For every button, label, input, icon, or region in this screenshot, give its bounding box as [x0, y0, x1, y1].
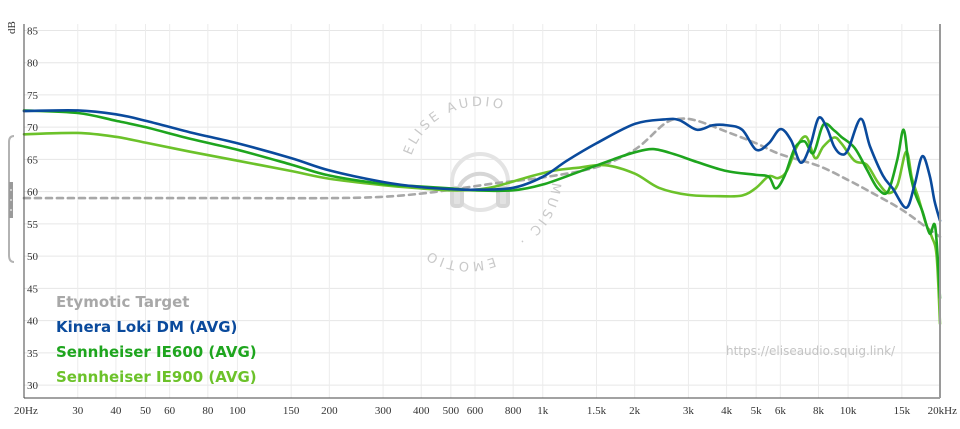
series-line-0: [22, 117, 942, 239]
y-tick-label-3: 45: [27, 283, 39, 295]
y-tick-label-5: 55: [27, 219, 39, 231]
legend-entry-3[interactable]: Sennheiser IE900 (AVG): [56, 368, 257, 386]
x-tick-label-18: 4k: [721, 405, 733, 417]
y-tick-label-0: 30: [27, 380, 39, 392]
x-tick-label-22: 10k: [840, 405, 857, 417]
watermark-text-bottom: EMOTIO: [422, 246, 494, 273]
x-tick-label-23: 15k: [894, 405, 911, 417]
y-tick-label-6: 60: [27, 187, 39, 199]
x-tick-label-3: 50: [140, 405, 152, 417]
x-tick-label-13: 800: [505, 405, 522, 417]
y-tick-label-10: 80: [27, 58, 39, 70]
x-tick-label-9: 300: [375, 405, 392, 417]
legend: Etymotic Target Kinera Loki DM (AVG) Sennh…: [56, 293, 257, 386]
x-tick-label-17: 3k: [683, 405, 695, 417]
x-tick-label-8: 200: [321, 405, 338, 417]
drag-handle-icon[interactable]: [8, 135, 15, 263]
x-tick-label-14: 1k: [537, 405, 549, 417]
x-tick-label-7: 150: [283, 405, 300, 417]
x-tick-label-0: 20Hz: [14, 405, 38, 417]
legend-entry-0[interactable]: Etymotic Target: [56, 293, 189, 311]
y-tick-label-11: 85: [27, 25, 39, 37]
axes: [23, 24, 941, 399]
series-line-1: [22, 108, 942, 222]
y-tick-label-9: 75: [27, 90, 39, 102]
series-line-2: [22, 109, 942, 300]
y-unit-label: dB: [6, 21, 18, 34]
legend-entry-1[interactable]: Kinera Loki DM (AVG): [56, 318, 237, 336]
y-tick-label-1: 35: [27, 348, 39, 360]
x-tick-label-19: 5k: [751, 405, 763, 417]
y-tick-label-8: 70: [27, 122, 39, 134]
x-tick-label-4: 60: [164, 405, 176, 417]
x-tick-label-6: 100: [229, 405, 246, 417]
x-tick-label-20: 6k: [775, 405, 787, 417]
x-tick-label-16: 2k: [629, 405, 641, 417]
curves: [22, 108, 942, 326]
svg-text:EMOTIO: EMOTIO: [422, 246, 497, 273]
y-tick-label-4: 50: [27, 251, 39, 263]
x-tick-label-21: 8k: [813, 405, 825, 417]
y-tick-label-7: 65: [27, 154, 39, 166]
grid-lines: [24, 24, 940, 398]
series-line-3: [22, 131, 942, 326]
watermark-text-top: ELISE AUDIO: [401, 95, 504, 157]
x-tick-label-12: 600: [467, 405, 484, 417]
x-tick-label-2: 40: [110, 405, 122, 417]
x-tick-label-10: 400: [413, 405, 430, 417]
x-tick-label-15: 1.5k: [587, 405, 607, 417]
x-tick-label-5: 80: [202, 405, 214, 417]
watermark-url: https://eliseaudio.squig.link/: [726, 344, 896, 358]
legend-entry-2[interactable]: Sennheiser IE600 (AVG): [56, 343, 257, 361]
svg-text:ELISE AUDIO: ELISE AUDIO: [401, 95, 507, 157]
x-tick-label-24: 20kHz: [928, 405, 957, 417]
x-tick-label-1: 30: [72, 405, 84, 417]
x-tick-labels: 20Hz 30 40 50 60 80 100 150 200 300 400 500 600 800 1k…: [14, 405, 957, 417]
y-tick-label-2: 40: [27, 316, 39, 328]
x-tick-label-11: 500: [443, 405, 460, 417]
y-tick-labels: 30 35 40 45 50 55 60 65 70 75 80 85: [27, 25, 39, 392]
